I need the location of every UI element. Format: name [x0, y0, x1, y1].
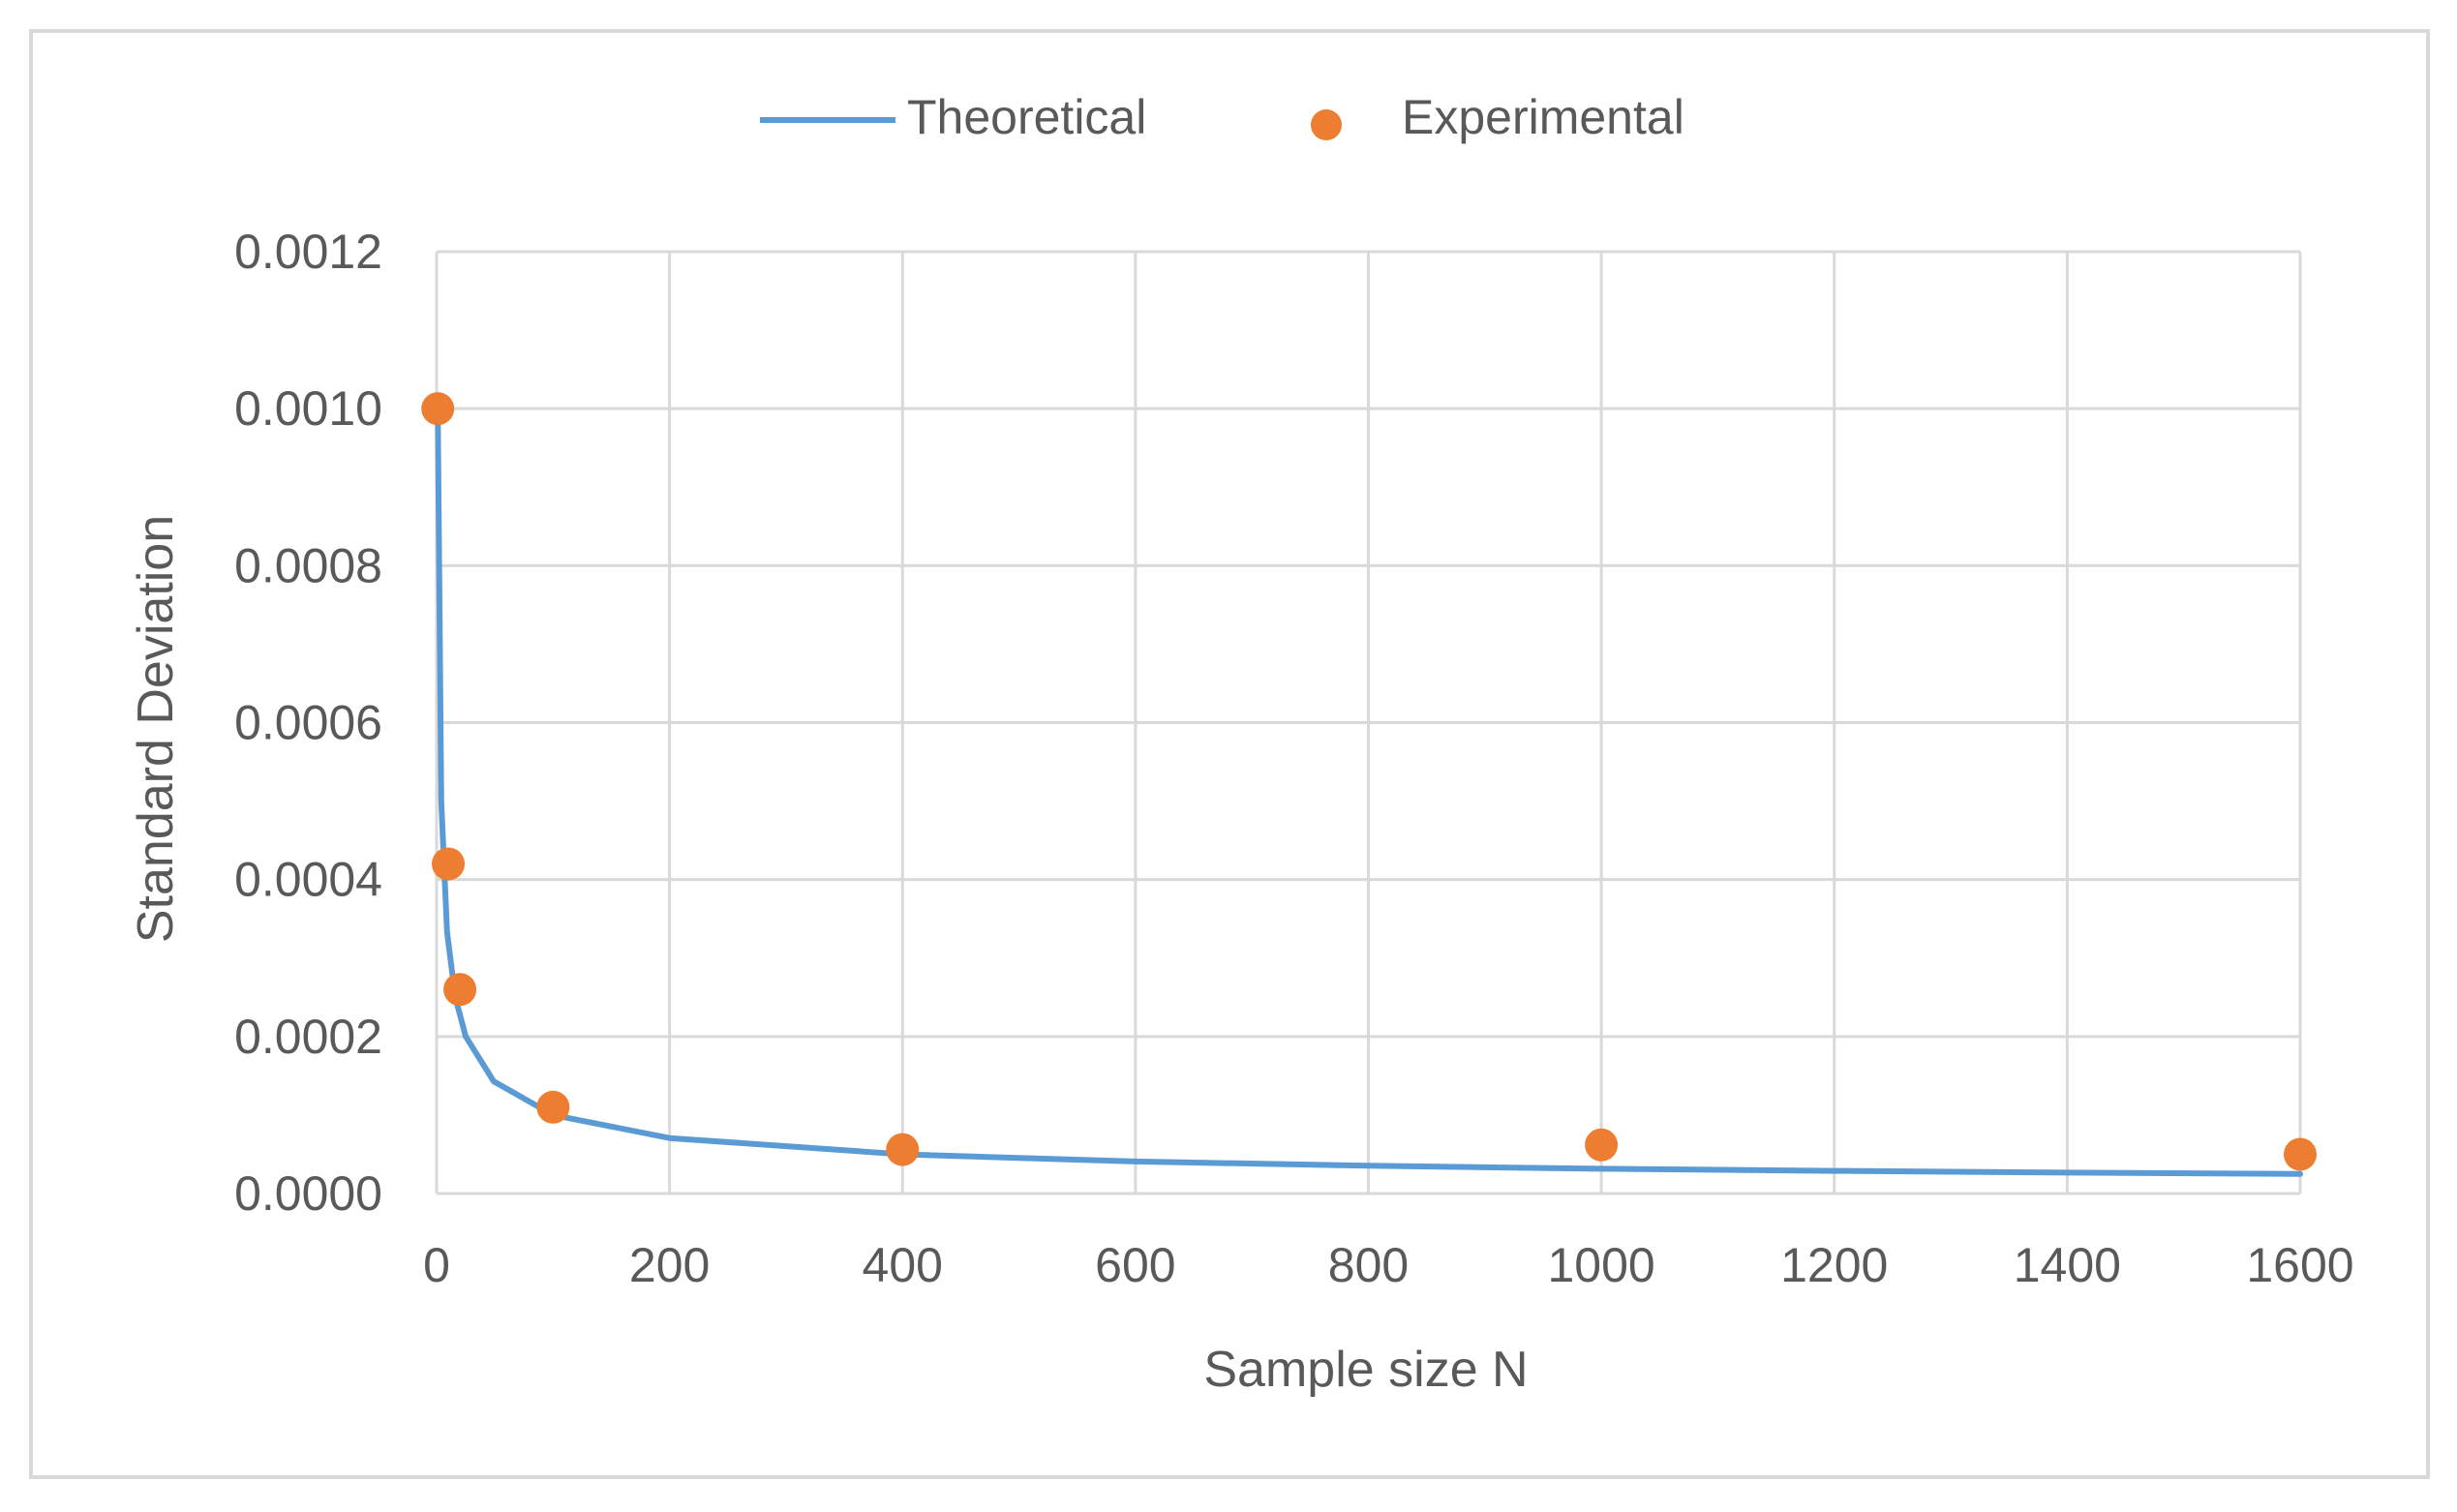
x-tick-label: 800: [1328, 1238, 1409, 1292]
legend-experimental-swatch: [1311, 109, 1342, 140]
x-axis-title: Sample size N: [1203, 1342, 1528, 1398]
y-tick-label: 0.0006: [234, 696, 382, 750]
y-tick-label: 0.0002: [234, 1010, 382, 1064]
experimental-point: [536, 1090, 570, 1124]
x-tick-label: 200: [629, 1238, 710, 1292]
legend-experimental-label: Experimental: [1402, 90, 1684, 144]
experimental-series: [421, 392, 2317, 1171]
experimental-point: [886, 1133, 920, 1166]
theoretical-line: [435, 406, 2303, 1177]
x-tick-label: 1200: [1780, 1238, 1888, 1292]
y-tick-label: 0.0000: [234, 1166, 382, 1221]
x-tick-label: 1000: [1548, 1238, 1655, 1292]
y-tick-label: 0.0010: [234, 381, 382, 436]
experimental-point: [1585, 1128, 1619, 1162]
y-tick-label: 0.0008: [234, 538, 382, 592]
x-tick-label: 1400: [2014, 1238, 2121, 1292]
x-tick-label: 400: [863, 1238, 943, 1292]
experimental-point: [432, 847, 466, 881]
experimental-point: [421, 392, 455, 426]
x-tick-label: 600: [1095, 1238, 1175, 1292]
theoretical-series: [435, 406, 2303, 1177]
y-tick-label: 0.0004: [234, 853, 382, 907]
experimental-point: [2284, 1137, 2317, 1171]
legend-theoretical-label: Theoretical: [907, 90, 1146, 144]
y-tick-labels: 0.0000 0.0002 0.0004 0.0006 0.0008 0.0010 0.00…: [234, 225, 382, 1221]
y-axis-title: Standard Deviation: [128, 515, 184, 943]
y-tick-label: 0.0012: [234, 225, 382, 279]
grid-lines: [437, 250, 2302, 1194]
legend: Theoretical Experimental: [760, 90, 1684, 144]
experimental-point: [443, 973, 477, 1007]
x-tick-label: 1600: [2246, 1238, 2353, 1292]
x-tick-labels: 0 200 400 600 800 1000 1200 1400 1600: [423, 1238, 2354, 1292]
chart-frame: [29, 29, 2430, 1479]
x-tick-label: 0: [423, 1238, 450, 1292]
